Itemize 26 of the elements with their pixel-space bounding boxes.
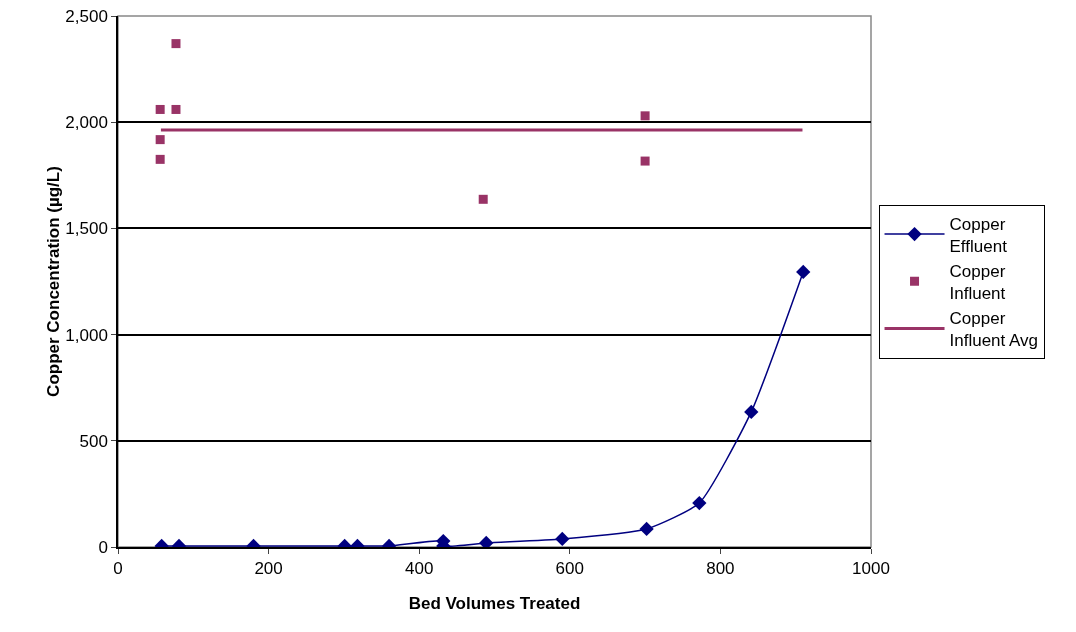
x-tick-label: 0 [113,559,123,579]
legend-label: Copper Effluent [949,214,1008,256]
point [155,104,165,114]
point [796,264,811,280]
point [155,135,165,145]
y-axis-title: Copper Concentration (µg/L) [44,166,64,397]
point [478,194,488,204]
legend-label: Copper Influent Avg [949,309,1039,351]
x-tick-label: 200 [254,559,283,579]
x-tick-label: 400 [405,559,434,579]
x-tick-label: 600 [555,559,584,579]
point [640,156,650,166]
y-tick-label: 0 [98,537,108,557]
y-tick-label: 2,500 [65,6,108,26]
x-axis-title: Bed Volumes Treated [408,593,581,613]
legend-label: Copper Influent [949,261,1006,303]
y-tick-label: 2,000 [65,113,108,133]
y-tick-label: 500 [79,431,108,451]
y-tick-label: 1,500 [65,219,108,239]
point [171,39,181,49]
x-tick-label: 800 [706,559,735,579]
point [171,104,181,114]
point [155,154,165,164]
x-tick-label: 1000 [852,559,890,579]
point [640,111,650,121]
y-tick-label: 1,000 [65,325,108,345]
